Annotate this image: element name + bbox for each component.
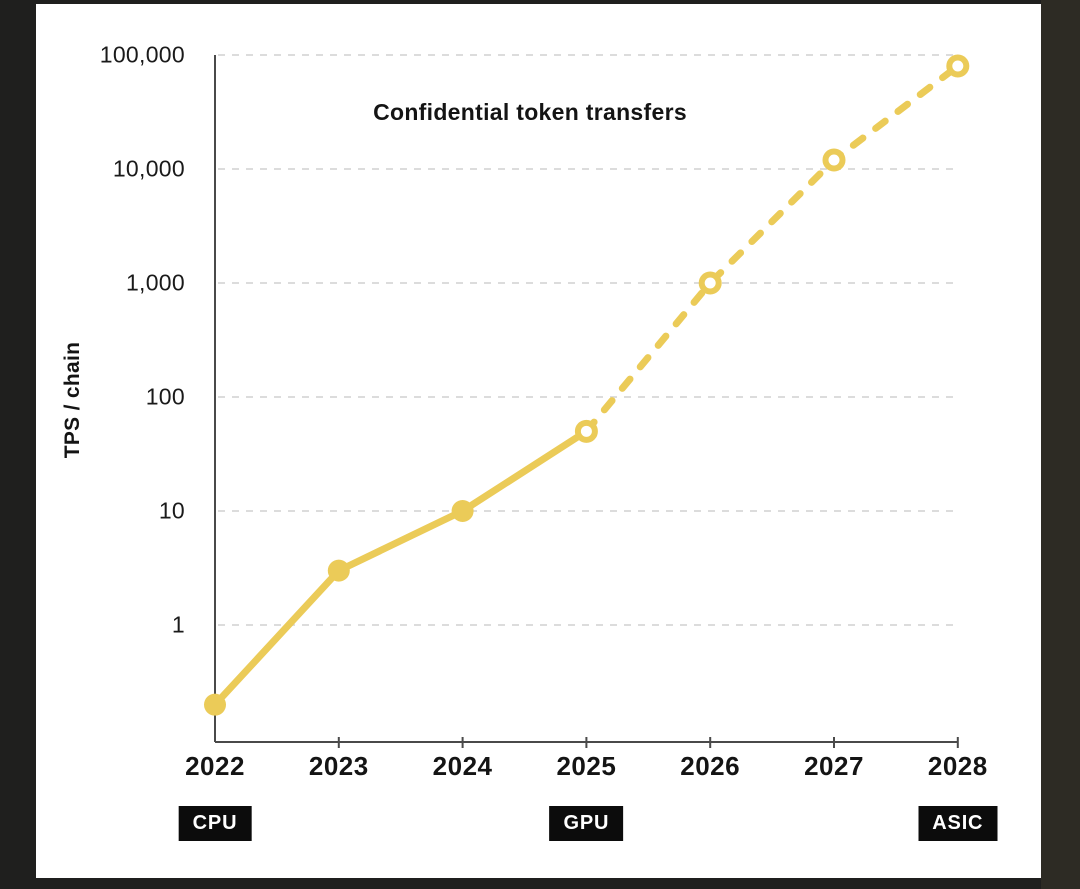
y-axis-tick-labels: 100,000 10,000 1,000 100 10 1 [36,4,185,878]
badge-gpu: GPU [549,806,624,841]
x-tick-label: 2022 [185,751,245,781]
x-axis-tick-labels: 2022 2023 2024 2025 2026 2027 2028 [36,4,1041,878]
y-tick-label: 10 [158,497,185,524]
series-line-projected [582,62,962,435]
data-point-2027 [822,148,846,172]
chart-card: Confidential token transfers TPS / chain… [36,4,1041,878]
hardware-badges: CPU GPU ASIC [36,4,1041,878]
x-tick-label: 2023 [308,751,369,781]
data-point-2025 [574,419,598,443]
x-tick-label: 2026 [680,751,741,781]
badge-cpu: CPU [178,806,252,841]
data-point-2023 [327,559,350,582]
y-tick-label: 1 [171,611,185,638]
x-tick-label: 2024 [432,751,493,781]
y-tick-label: 100 [145,383,185,410]
y-tick-label: 100,000 [99,41,185,68]
badge-asic: ASIC [918,806,998,841]
y-tick-label: 1,000 [125,269,185,296]
data-point-2024 [451,500,474,522]
x-tick-label: 2025 [556,751,617,781]
chart-title: Confidential token transfers [373,99,687,125]
x-tick-label: 2028 [927,751,988,781]
y-tick-label: 10,000 [112,155,185,182]
background-right-strip [1041,0,1080,889]
data-point-2022 [204,693,226,716]
data-point-2028 [946,54,970,78]
x-tick-label: 2027 [804,751,864,781]
series-line-historical [212,428,589,708]
plot-area [204,54,970,748]
data-point-2026 [698,271,722,295]
